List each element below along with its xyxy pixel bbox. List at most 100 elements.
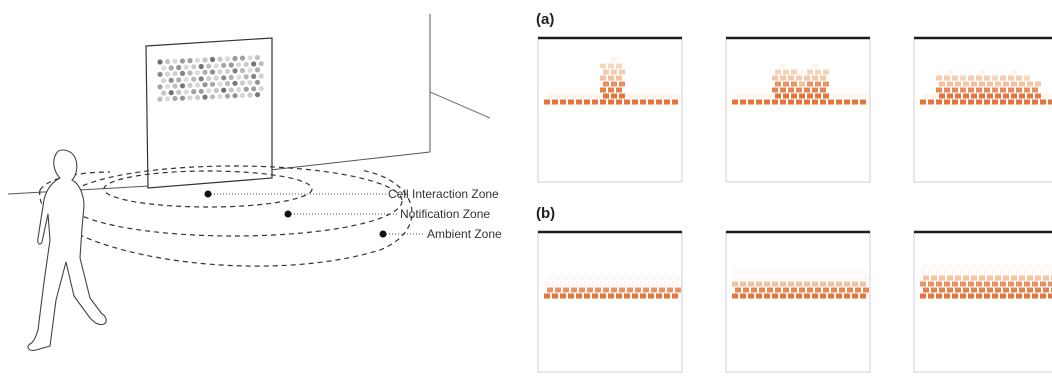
frame-cell xyxy=(675,287,681,293)
frame-cell xyxy=(987,93,993,99)
frame-cell xyxy=(979,81,985,87)
frame-cell xyxy=(1000,75,1006,81)
frame-cell xyxy=(836,269,842,275)
display-cell xyxy=(183,76,189,83)
frame-cell xyxy=(812,293,818,299)
frame-cell xyxy=(939,93,945,99)
frame-cell xyxy=(852,281,858,287)
frame-cell xyxy=(863,93,869,99)
display-cell xyxy=(161,65,167,71)
frame-cell xyxy=(608,293,614,299)
frame-cell xyxy=(603,275,609,281)
frame-cell xyxy=(748,281,754,287)
frame-cell xyxy=(963,275,969,281)
frame-cell xyxy=(928,269,934,275)
display-cell xyxy=(221,87,227,93)
frame-cell xyxy=(576,293,582,299)
frame-cell xyxy=(791,93,797,99)
frame-cell xyxy=(563,93,569,99)
frame-cell xyxy=(643,93,649,99)
frame-cell xyxy=(600,99,606,105)
frame-cell xyxy=(656,281,662,287)
frame-cell xyxy=(664,293,670,299)
frame-cell xyxy=(995,93,1001,99)
frame-cell xyxy=(939,263,945,269)
frame-cell xyxy=(611,81,617,87)
frame-cell xyxy=(1011,287,1017,293)
frame-cell xyxy=(820,99,826,105)
frame-cell xyxy=(576,281,582,287)
frame-cell xyxy=(960,75,966,81)
display-cell xyxy=(194,57,201,63)
display-cell xyxy=(236,86,242,93)
frame-cell xyxy=(931,275,937,281)
frame-cell xyxy=(563,275,569,281)
frame-cell xyxy=(1048,281,1052,287)
frame-cell xyxy=(579,93,585,99)
display-cell xyxy=(183,89,189,95)
display-cell xyxy=(217,81,223,87)
frame-cell xyxy=(984,75,990,81)
display-cell xyxy=(236,74,242,80)
frame-cell xyxy=(764,99,770,105)
display-cell xyxy=(172,71,178,77)
frame-cell xyxy=(584,293,590,299)
frame-cell xyxy=(571,275,577,281)
frame-cell xyxy=(1032,281,1038,287)
frame-cell xyxy=(947,93,953,99)
frame-cell xyxy=(772,87,778,93)
frame-cell xyxy=(608,63,614,69)
frame-cell xyxy=(1000,87,1006,93)
display-cell xyxy=(247,67,253,73)
frame-cell xyxy=(920,281,926,287)
frame-cell xyxy=(796,87,802,93)
frame-cell xyxy=(748,293,754,299)
frame-cell xyxy=(544,293,550,299)
display-cell xyxy=(179,83,186,89)
frame-cell xyxy=(608,87,614,93)
frame-cell xyxy=(823,287,829,293)
display-cell xyxy=(164,71,171,77)
frame-cell xyxy=(1019,81,1025,87)
frame-cell xyxy=(783,275,789,281)
display-cell xyxy=(232,80,238,86)
frame-cell xyxy=(844,281,850,287)
frame-cell xyxy=(563,287,569,293)
frame-background xyxy=(537,37,683,183)
frame-cell xyxy=(936,281,942,287)
frame-cell xyxy=(944,87,950,93)
frame-background xyxy=(725,231,871,373)
frame-cell xyxy=(767,93,773,99)
frame-cell xyxy=(751,287,757,293)
frame-cell xyxy=(807,93,813,99)
frame-cell xyxy=(947,263,953,269)
frame-cell xyxy=(651,275,657,281)
display-cell xyxy=(243,86,249,92)
frame-cell xyxy=(775,69,781,75)
frame-cell xyxy=(812,281,818,287)
frame-cell xyxy=(947,81,953,87)
frame-cell xyxy=(772,75,778,81)
frame-cell xyxy=(804,293,810,299)
ambient-zone-ring xyxy=(39,169,413,267)
frame-cell xyxy=(1043,287,1049,293)
frame-cell xyxy=(987,81,993,87)
frame-cell xyxy=(984,293,990,299)
frame-background xyxy=(725,37,871,183)
display-cell xyxy=(251,61,257,67)
frame-cell xyxy=(632,281,638,287)
frame-cell xyxy=(611,93,617,99)
frame-cell xyxy=(640,293,646,299)
frame-cell xyxy=(968,87,974,93)
frame-cell xyxy=(600,63,606,69)
frame-cell xyxy=(756,281,762,287)
frame-cell xyxy=(987,287,993,293)
display-cell xyxy=(217,69,223,75)
frame-cell xyxy=(979,69,985,75)
frame-cell xyxy=(820,293,826,299)
frame-cell xyxy=(1003,275,1009,281)
frame-cell xyxy=(995,81,1001,87)
frame-cell xyxy=(923,263,929,269)
frame-cell xyxy=(764,269,770,275)
frame-cell xyxy=(995,263,1001,269)
